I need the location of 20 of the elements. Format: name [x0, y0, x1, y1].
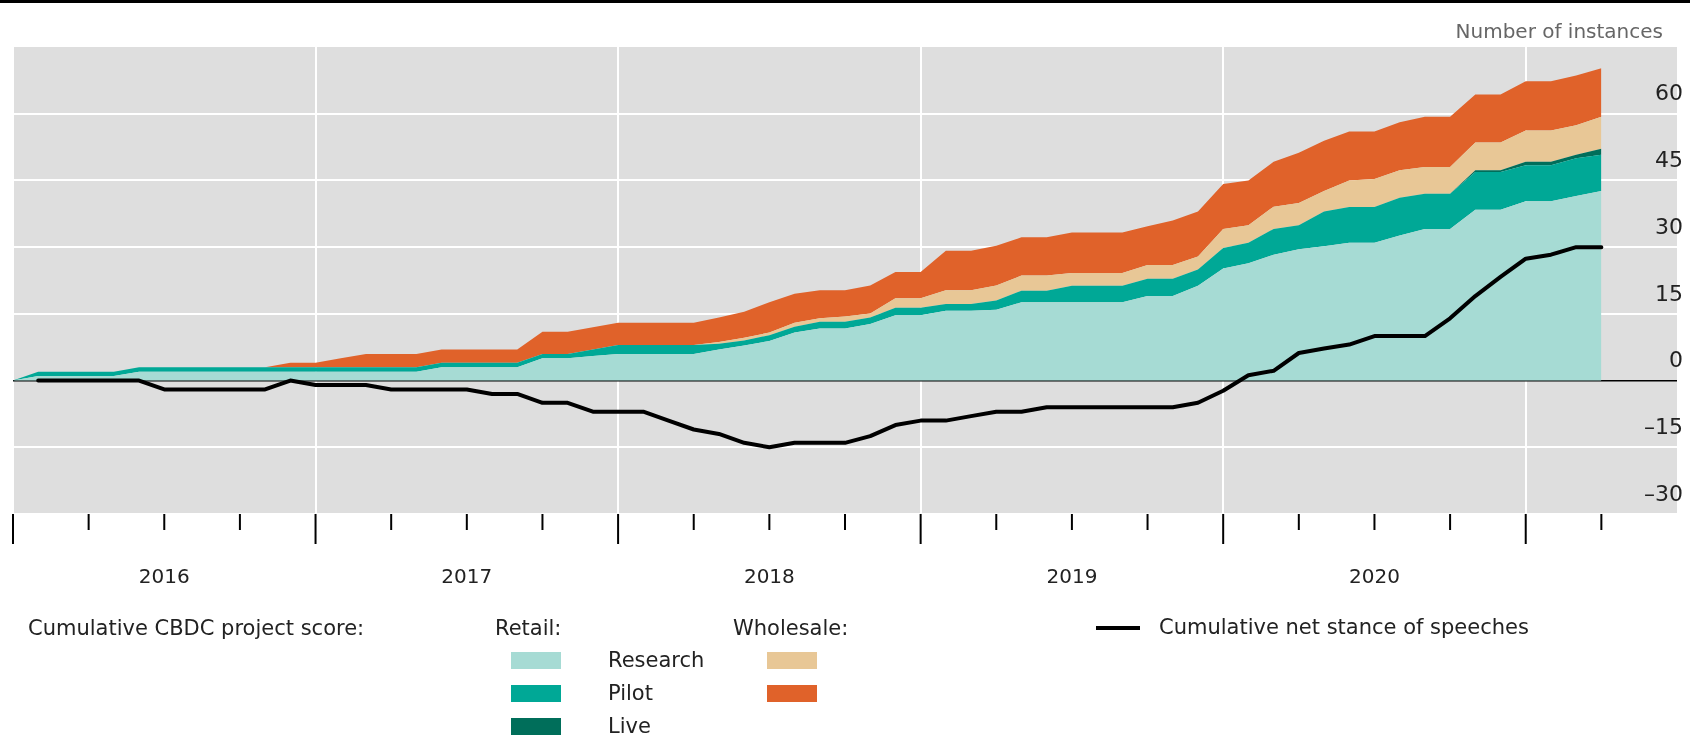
- y-axis-title: Number of instances: [1455, 18, 1663, 44]
- x-tick-label: 2019: [1046, 564, 1098, 589]
- x-tick-label: 2020: [1349, 564, 1400, 589]
- text: Retail:: [495, 615, 562, 641]
- y-tick-label: 0: [1669, 347, 1683, 373]
- y-tick-label: –30: [1644, 480, 1683, 506]
- text: Wholesale:: [733, 615, 849, 641]
- y-tick-label: 60: [1655, 80, 1683, 106]
- x-tick-label: 2016: [138, 564, 190, 589]
- x-tick-label: 2017: [441, 564, 493, 589]
- x-tick-label: 2018: [743, 564, 795, 589]
- legend-title: Cumulative CBDC project score:: [28, 615, 365, 641]
- y-tick-label: 30: [1655, 213, 1683, 239]
- legend-label: Cumulative net stance of speeches: [1159, 614, 1529, 640]
- legend-label: Live: [608, 713, 651, 739]
- y-tick-label: 15: [1655, 280, 1683, 306]
- y-tick-label: 45: [1655, 147, 1683, 173]
- y-tick-label: –15: [1644, 414, 1683, 439]
- legend-label: Research: [608, 647, 705, 673]
- legend-label: Pilot: [608, 680, 653, 706]
